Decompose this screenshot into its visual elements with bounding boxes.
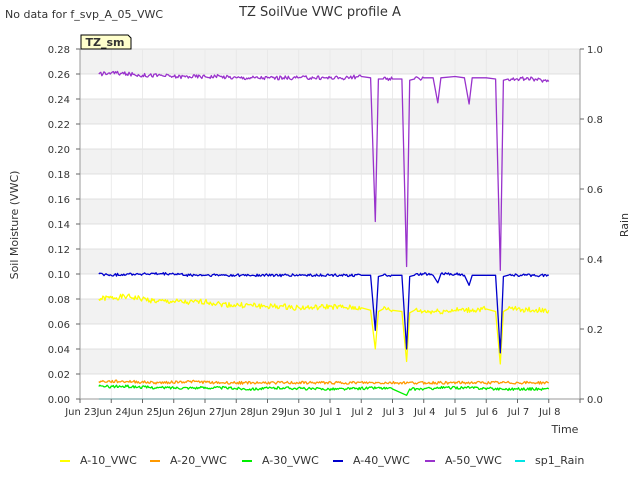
y-tick-label: 0.08: [48, 295, 70, 306]
y-right-tick-label: 0.4: [587, 255, 603, 266]
legend-label: A-20_VWC: [170, 454, 227, 467]
y-tick-label: 0.12: [48, 245, 70, 256]
x-tick-label: Jun 27: [189, 407, 222, 418]
y-right-tick-label: 0.0: [587, 395, 603, 406]
site-badge: TZ_sm: [80, 34, 132, 50]
x-tick-label: Jul 2: [350, 407, 373, 418]
y-tick-label: 0.10: [48, 270, 70, 281]
x-tick-label: Jul 1: [319, 407, 342, 418]
y-right-axis-label: Rain: [618, 213, 631, 237]
y-tick-label: 0.28: [48, 45, 70, 56]
series-line-a-10-vwc: [98, 293, 550, 365]
y-tick-label: 0.06: [48, 320, 70, 331]
x-tick-label: Jun 28: [220, 407, 253, 418]
y-tick-label: 0.00: [48, 395, 70, 406]
x-tick-label: Jun 30: [283, 407, 316, 418]
no-data-note: No data for f_svp_A_05_VWC: [5, 8, 163, 21]
y-axis-label: Soil Moisture (VWC): [8, 171, 21, 280]
y-tick-label: 0.18: [48, 170, 70, 181]
x-tick-label: Jul 7: [507, 407, 530, 418]
x-tick-label: Jun 25: [127, 407, 160, 418]
series-line-a-30-vwc: [98, 384, 550, 396]
axes: 0.00 0.02 0.04 0.06 0.08 0.10 0.12 0.14 0.16 0.18…: [48, 45, 603, 418]
y-right-tick-label: 0.2: [587, 325, 603, 336]
x-tick-label: Jun 29: [252, 407, 285, 418]
x-tick-label: Jul 8: [538, 407, 561, 418]
y-tick-label: 0.16: [48, 195, 70, 206]
series-line-a-50-vwc: [98, 70, 550, 271]
series-line-a-20-vwc: [98, 379, 549, 385]
y-tick-label: 0.04: [48, 345, 70, 356]
y-tick-label: 0.26: [48, 70, 70, 81]
chart-title: TZ SoilVue VWC profile A: [238, 5, 401, 20]
x-tick-label: Jul 4: [413, 407, 436, 418]
y-right-tick-label: 0.6: [587, 185, 603, 196]
site-badge-label: TZ_sm: [86, 36, 125, 49]
x-tick-label: Jun 26: [158, 407, 191, 418]
y-tick-label: 0.02: [48, 370, 70, 381]
y-tick-label: 0.24: [48, 95, 70, 106]
legend-label: A-50_VWC: [445, 454, 502, 467]
legend: A-10_VWC A-20_VWC A-30_VWC A-40_VWC A-50_VWC…: [60, 454, 584, 467]
y-tick-label: 0.22: [48, 120, 70, 131]
x-tick-label: Jul 6: [475, 407, 498, 418]
x-tick-label: Jul 3: [382, 407, 405, 418]
legend-label: A-40_VWC: [353, 454, 410, 467]
x-tick-label: Jul 5: [444, 407, 467, 418]
y-right-tick-label: 0.8: [587, 115, 603, 126]
x-axis-label: Time: [551, 423, 579, 436]
legend-label: sp1_Rain: [535, 454, 584, 467]
series-line-a-40-vwc: [98, 272, 549, 354]
legend-label: A-30_VWC: [262, 454, 319, 467]
y-tick-label: 0.14: [48, 220, 70, 231]
y-tick-label: 0.20: [48, 145, 70, 156]
x-tick-label: Jun 24: [95, 407, 128, 418]
x-tick-label: Jun 23: [64, 407, 97, 418]
y-right-tick-label: 1.0: [587, 45, 603, 56]
legend-label: A-10_VWC: [80, 454, 137, 467]
